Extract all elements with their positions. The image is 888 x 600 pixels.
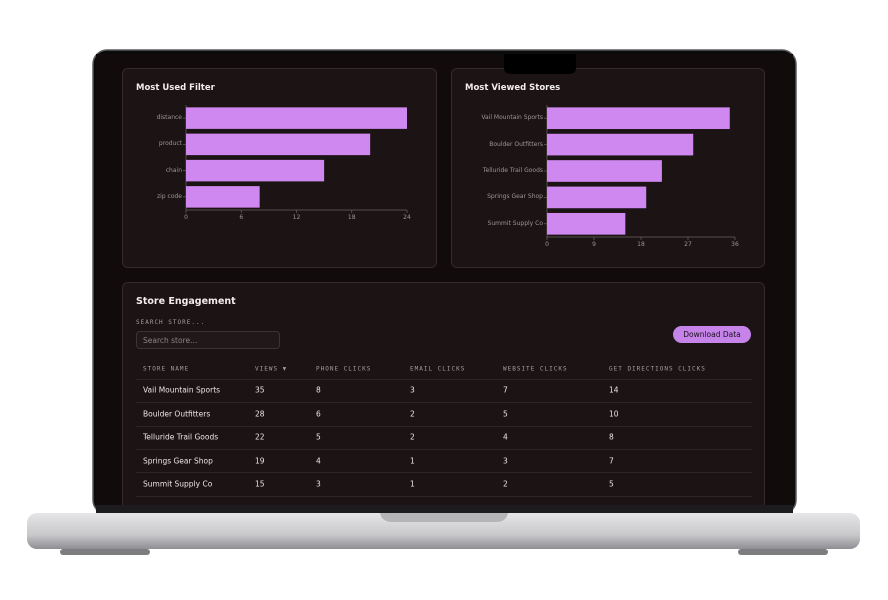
table-cell: 4 xyxy=(316,456,321,466)
table-cell: 19 xyxy=(255,456,265,466)
table-cell: 7 xyxy=(503,385,508,395)
x-tick-label: 9 xyxy=(592,241,596,248)
x-tick-label: 18 xyxy=(348,214,356,221)
screen: 0 6 12 18 24 0 9 18 27 36 Most Used Filter Most V… xyxy=(96,54,793,505)
search-input[interactable]: Search store... xyxy=(136,331,280,349)
bar xyxy=(547,133,694,156)
download-button[interactable]: Download Data xyxy=(673,326,751,343)
bar xyxy=(547,107,730,130)
table-cell: 8 xyxy=(609,432,614,442)
table-cell: 28 xyxy=(255,409,265,419)
bar xyxy=(186,186,260,208)
row-divider xyxy=(136,426,752,427)
table-cell: 6 xyxy=(316,409,321,419)
table-cell: 3 xyxy=(316,479,321,489)
column-header: PHONE CLICKS xyxy=(316,365,372,373)
camera-notch xyxy=(504,54,576,74)
column-header: GET DIRECTIONS CLICKS xyxy=(609,365,706,373)
table-cell: 35 xyxy=(255,385,265,395)
y-tick-label: Summit Supply Co xyxy=(487,219,543,227)
row-divider xyxy=(136,402,752,403)
column-header: WEBSITE CLICKS xyxy=(503,365,568,373)
table-cell: 8 xyxy=(316,385,321,395)
bar xyxy=(186,159,325,182)
row-divider xyxy=(136,379,752,380)
y-tick-label: Springs Gear Shop xyxy=(487,193,543,201)
y-tick-label: Telluride Trail Goods xyxy=(482,166,543,174)
table-cell: 3 xyxy=(410,385,415,395)
column-header: EMAIL CLICKS xyxy=(410,365,466,373)
charts: 0 6 12 18 24 0 9 18 27 36 xyxy=(183,105,739,248)
y-tick-label: zip code xyxy=(156,192,182,200)
table-cell: 2 xyxy=(410,432,415,442)
x-tick-label: 0 xyxy=(545,241,549,248)
table-cell: 14 xyxy=(609,385,619,395)
bar xyxy=(547,186,647,209)
table-cell: 5 xyxy=(503,409,508,419)
bar xyxy=(186,133,371,156)
x-tick-label: 27 xyxy=(684,241,692,248)
table-cell: 7 xyxy=(609,456,614,466)
table-cell: 22 xyxy=(255,432,265,442)
y-tick-label: Boulder Outfitters xyxy=(489,140,543,148)
table-cell: 4 xyxy=(503,432,508,442)
y-tick-label: chain xyxy=(165,166,182,174)
x-tick-label: 36 xyxy=(731,241,739,248)
chart-title: Most Viewed Stores xyxy=(465,83,561,93)
table-cell: 1 xyxy=(410,456,415,466)
table-title: Store Engagement xyxy=(136,296,236,307)
table-cell: Telluride Trail Goods xyxy=(143,432,219,442)
table-cell: 2 xyxy=(503,479,508,489)
table-cell: 5 xyxy=(609,479,614,489)
column-header[interactable]: VIEWS ▼ xyxy=(255,365,288,373)
table-cell: 15 xyxy=(255,479,265,489)
table-cell: 1 xyxy=(410,479,415,489)
row-divider xyxy=(136,472,752,473)
y-tick-label: product xyxy=(158,140,182,148)
table-cell: 2 xyxy=(410,409,415,419)
table-cell: Summit Supply Co xyxy=(143,479,213,489)
x-tick-label: 0 xyxy=(184,214,188,221)
y-tick-label: distance xyxy=(156,113,182,121)
bar xyxy=(547,160,662,182)
row-divider xyxy=(136,449,752,450)
column-header: STORE NAME xyxy=(143,365,190,373)
table-cell: 3 xyxy=(503,456,508,466)
x-tick-label: 24 xyxy=(403,214,411,221)
chart-title: Most Used Filter xyxy=(136,83,215,93)
table-cell: Boulder Outfitters xyxy=(143,409,211,419)
x-tick-label: 12 xyxy=(293,214,301,221)
table-cell: 10 xyxy=(609,409,619,419)
bar xyxy=(186,107,407,129)
search-label: SEARCH STORE... xyxy=(136,319,206,326)
engagement-card xyxy=(122,282,765,505)
table-cell: Springs Gear Shop xyxy=(143,456,213,466)
table-cell: 5 xyxy=(316,432,321,442)
x-tick-label: 18 xyxy=(637,241,645,248)
bar xyxy=(547,212,626,235)
table-cell: Vail Mountain Sports xyxy=(143,385,221,395)
y-tick-label: Vail Mountain Sports xyxy=(481,113,543,121)
row-divider xyxy=(136,496,752,497)
x-tick-label: 6 xyxy=(239,214,243,221)
